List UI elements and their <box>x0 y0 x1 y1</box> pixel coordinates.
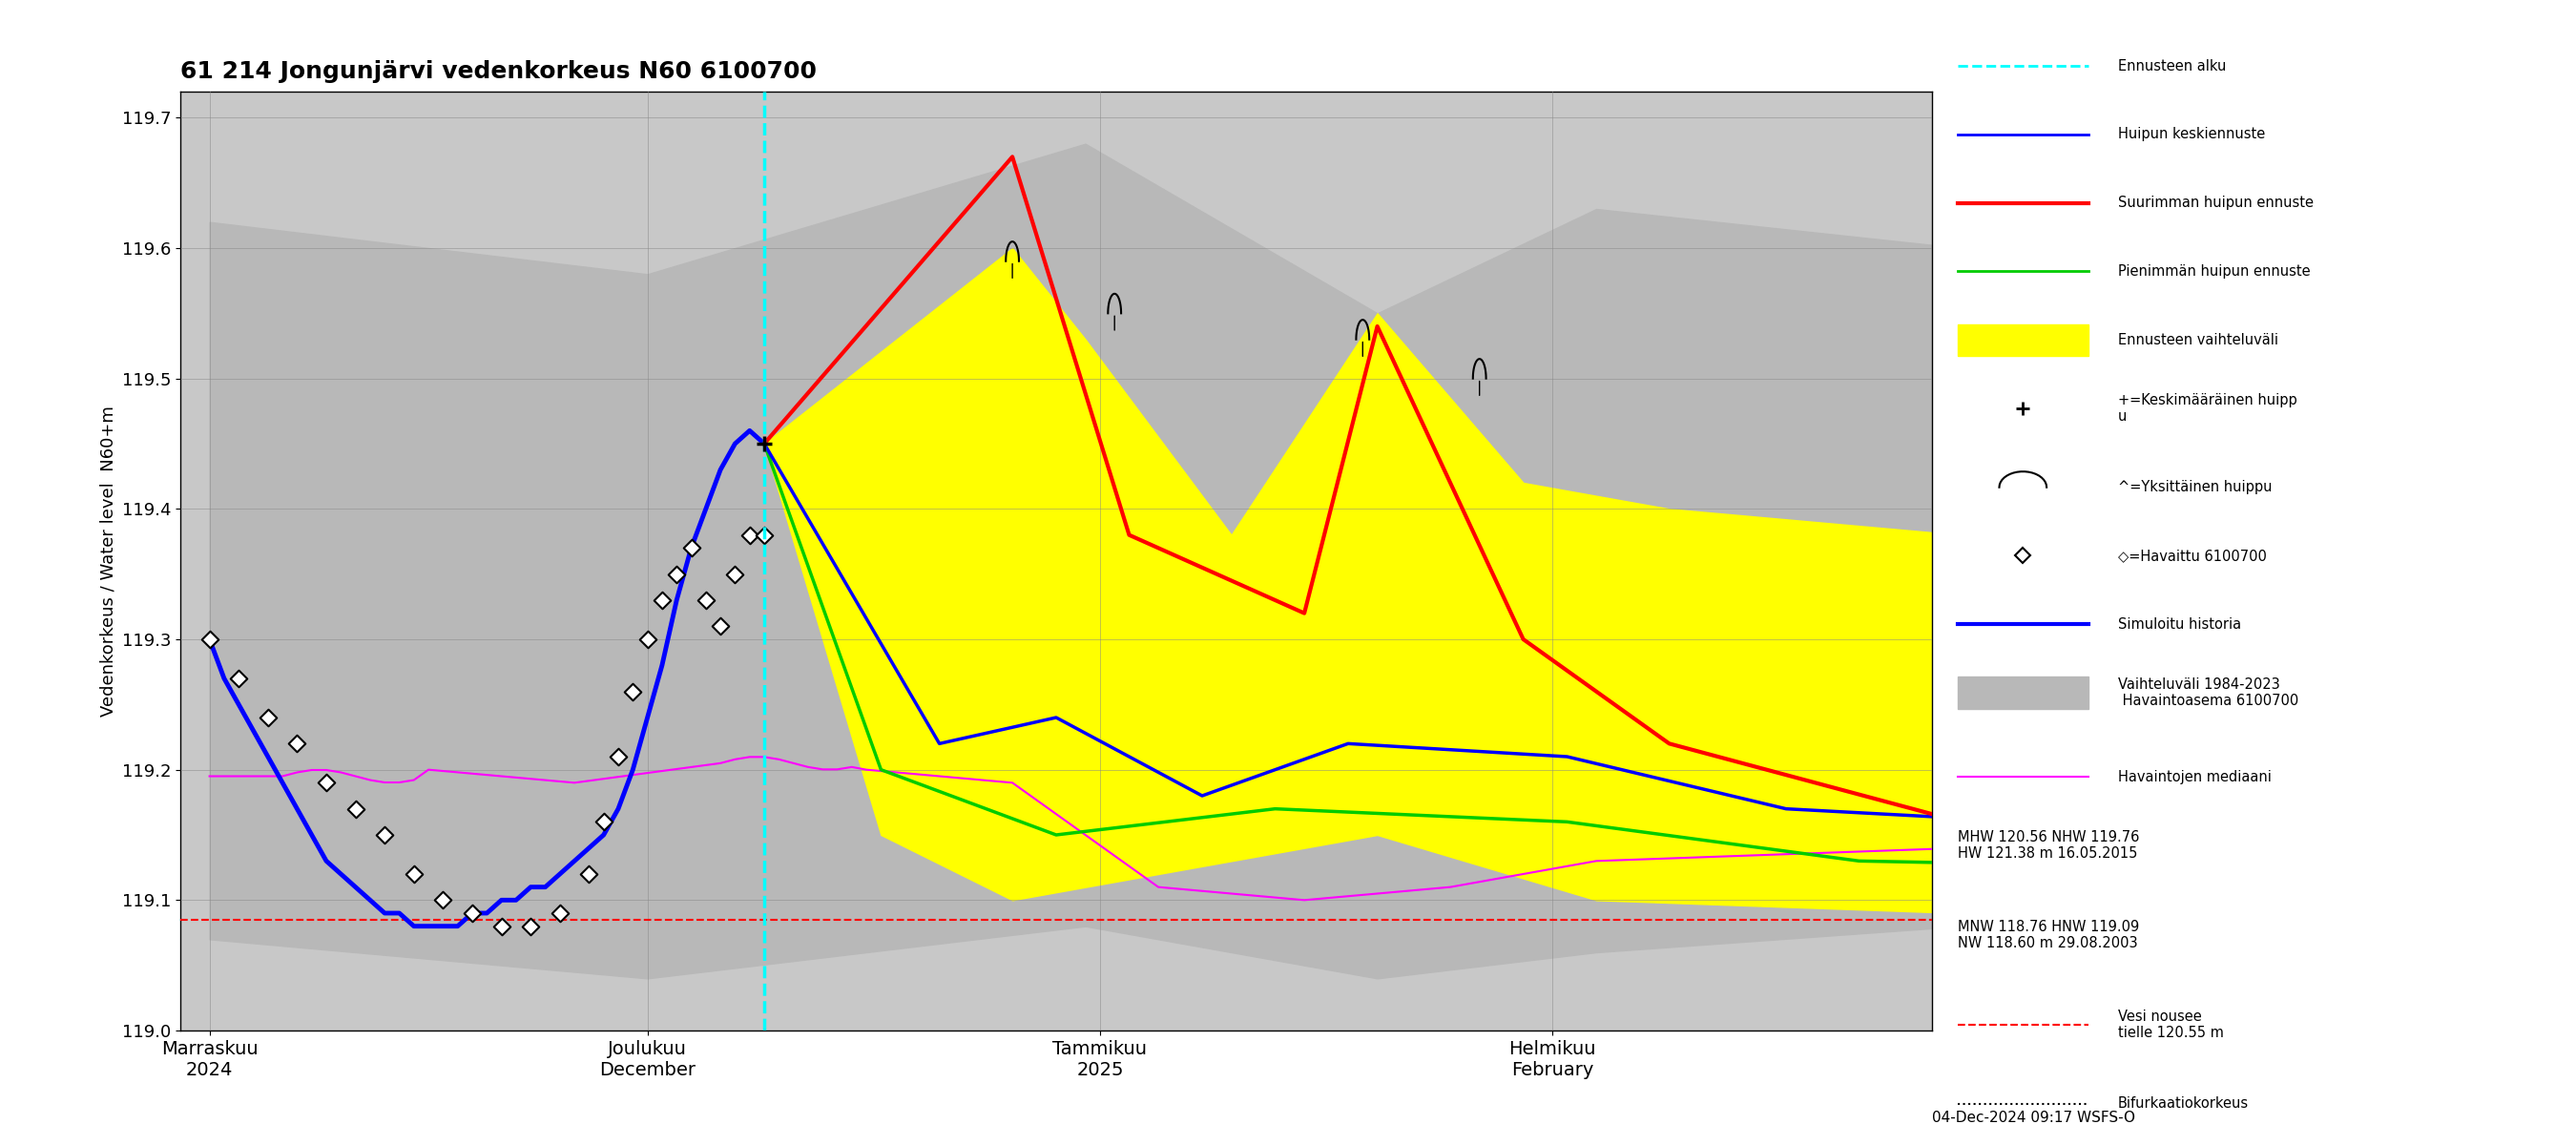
Point <box>219 669 260 687</box>
Bar <box>1958 324 2089 356</box>
Point <box>582 813 623 831</box>
Point <box>670 539 711 558</box>
Text: Bifurkaatiokorkeus: Bifurkaatiokorkeus <box>2117 1097 2249 1111</box>
Text: MNW 118.76 HNW 119.09
NW 118.60 m 29.08.2003: MNW 118.76 HNW 119.09 NW 118.60 m 29.08.… <box>1958 919 2138 950</box>
Point <box>538 903 580 922</box>
Point <box>641 591 683 609</box>
Point <box>247 709 289 727</box>
Point <box>394 864 435 883</box>
Text: Pienimmän huipun ennuste: Pienimmän huipun ennuste <box>2117 264 2311 278</box>
Text: MHW 120.56 NHW 119.76
HW 121.38 m 16.05.2015: MHW 120.56 NHW 119.76 HW 121.38 m 16.05.… <box>1958 830 2141 861</box>
Point <box>422 891 464 909</box>
Point <box>510 917 551 935</box>
Point <box>657 564 698 583</box>
Point <box>729 526 770 544</box>
Point <box>482 917 523 935</box>
Text: ◇=Havaittu 6100700: ◇=Havaittu 6100700 <box>2117 548 2267 563</box>
Text: +=Keskimääräinen huipp
u: +=Keskimääräinen huipp u <box>2117 393 2298 424</box>
Text: Suurimman huipun ennuste: Suurimman huipun ennuste <box>2117 196 2313 210</box>
Y-axis label: Vedenkorkeus / Water level  N60+m: Vedenkorkeus / Water level N60+m <box>100 405 116 717</box>
Point <box>307 774 348 792</box>
Point <box>451 903 492 922</box>
Point <box>188 630 229 648</box>
Text: 61 214 Jongunjärvi vedenkorkeus N60 6100700: 61 214 Jongunjärvi vedenkorkeus N60 6100… <box>180 61 817 84</box>
Point <box>276 734 317 752</box>
Point <box>701 617 742 635</box>
Text: Huipun keskiennuste: Huipun keskiennuste <box>2117 127 2264 142</box>
Text: Vaihteluväli 1984-2023
 Havaintoasema 6100700: Vaihteluväli 1984-2023 Havaintoasema 610… <box>2117 677 2298 708</box>
Point <box>714 564 755 583</box>
Point <box>335 799 376 818</box>
Text: Ennusteen alku: Ennusteen alku <box>2117 58 2226 73</box>
Text: Havaintojen mediaani: Havaintojen mediaani <box>2117 769 2272 784</box>
Point <box>613 682 654 701</box>
Point <box>569 864 611 883</box>
Point <box>744 526 786 544</box>
Text: Simuloitu historia: Simuloitu historia <box>2117 617 2241 631</box>
Text: 04-Dec-2024 09:17 WSFS-O: 04-Dec-2024 09:17 WSFS-O <box>1932 1111 2136 1124</box>
Text: Vesi nousee
tielle 120.55 m: Vesi nousee tielle 120.55 m <box>2117 1009 2223 1040</box>
Text: Ennusteen vaihteluväli: Ennusteen vaihteluväli <box>2117 333 2277 347</box>
Point <box>363 826 404 844</box>
Point <box>598 748 639 766</box>
Point <box>685 591 726 609</box>
Text: ^=Yksittäinen huippu: ^=Yksittäinen huippu <box>2117 480 2272 495</box>
Bar <box>1958 677 2089 709</box>
Point <box>626 630 667 648</box>
